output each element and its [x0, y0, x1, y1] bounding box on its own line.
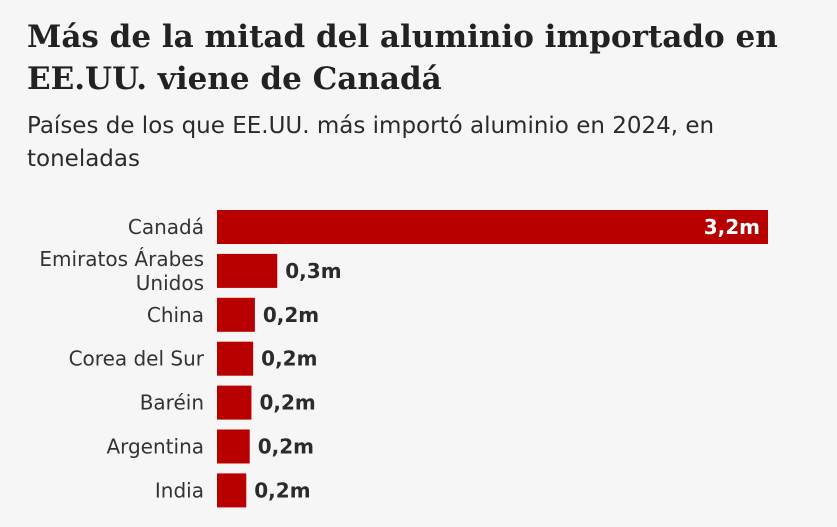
value-label: 0,2m	[261, 347, 317, 371]
category-label: Canadá	[128, 215, 204, 239]
bar	[217, 253, 278, 288]
value-label: 0,2m	[254, 478, 310, 502]
value-label: 0,2m	[259, 391, 315, 415]
bar	[217, 297, 255, 332]
chart-subtitle: Países de los que EE.UU. más importó alu…	[27, 113, 715, 172]
category-label: Argentina	[106, 435, 204, 459]
category-label: India	[155, 478, 204, 502]
bar	[217, 429, 250, 464]
chart-title: Más de la mitad del aluminio importado e…	[27, 19, 778, 97]
value-label: 0,3m	[285, 259, 341, 283]
value-label: 0,2m	[263, 303, 319, 327]
value-label: 3,2m	[704, 215, 760, 239]
category-label: China	[147, 303, 204, 327]
category-label: Baréin	[140, 391, 204, 415]
category-label: Corea del Sur	[69, 347, 205, 371]
bar	[217, 473, 247, 508]
bar	[217, 385, 252, 420]
category-label: Emiratos Árabes Unidos	[39, 247, 204, 295]
bar	[217, 341, 254, 376]
value-label: 0,2m	[258, 435, 314, 459]
bar	[217, 210, 768, 244]
